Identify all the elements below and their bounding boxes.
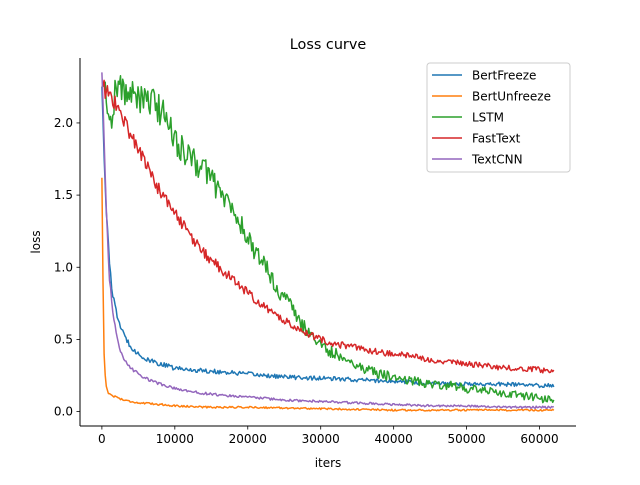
y-axis-title: loss — [29, 230, 43, 253]
x-tick-label: 50000 — [447, 432, 485, 446]
series-line-fasttext — [101, 79, 555, 374]
y-tick-label: 2.0 — [54, 116, 73, 130]
y-tick-label: 0.0 — [54, 405, 73, 419]
x-tick-label: 20000 — [229, 432, 267, 446]
legend-label-bertunfreeze: BertUnfreeze — [472, 90, 551, 104]
x-axis-title: iters — [315, 456, 342, 470]
legend-box — [426, 62, 571, 173]
axes — [79, 58, 576, 427]
legend-label-fasttext: FastText — [472, 132, 521, 146]
x-tick-label: 0 — [98, 432, 106, 446]
series-line-bertunfreeze — [101, 177, 555, 412]
series-line-lstm — [101, 75, 555, 404]
x-ticks: 0 10000 20000 30000 40000 50000 60000 — [98, 426, 559, 446]
series-line-textcnn — [101, 72, 555, 410]
y-tick-label: 1.5 — [54, 188, 73, 202]
series-line-bertfreeze — [101, 86, 555, 389]
legend: BertFreeze BertUnfreeze LSTM FastText TextCN… — [426, 62, 571, 173]
x-tick-label: 10000 — [156, 432, 194, 446]
legend-label-lstm: LSTM — [472, 111, 504, 125]
y-ticks: 0.0 0.5 1.0 1.5 2.0 — [54, 116, 80, 419]
chart-title: Loss curve — [290, 37, 367, 53]
x-tick-label: 30000 — [302, 432, 340, 446]
plot-area — [101, 72, 555, 412]
y-tick-label: 0.5 — [54, 332, 73, 346]
x-tick-label: 60000 — [520, 432, 558, 446]
x-tick-label: 40000 — [375, 432, 413, 446]
legend-label-bertfreeze: BertFreeze — [472, 69, 536, 83]
y-tick-label: 1.0 — [54, 260, 73, 274]
legend-label-textcnn: TextCNN — [471, 153, 523, 167]
